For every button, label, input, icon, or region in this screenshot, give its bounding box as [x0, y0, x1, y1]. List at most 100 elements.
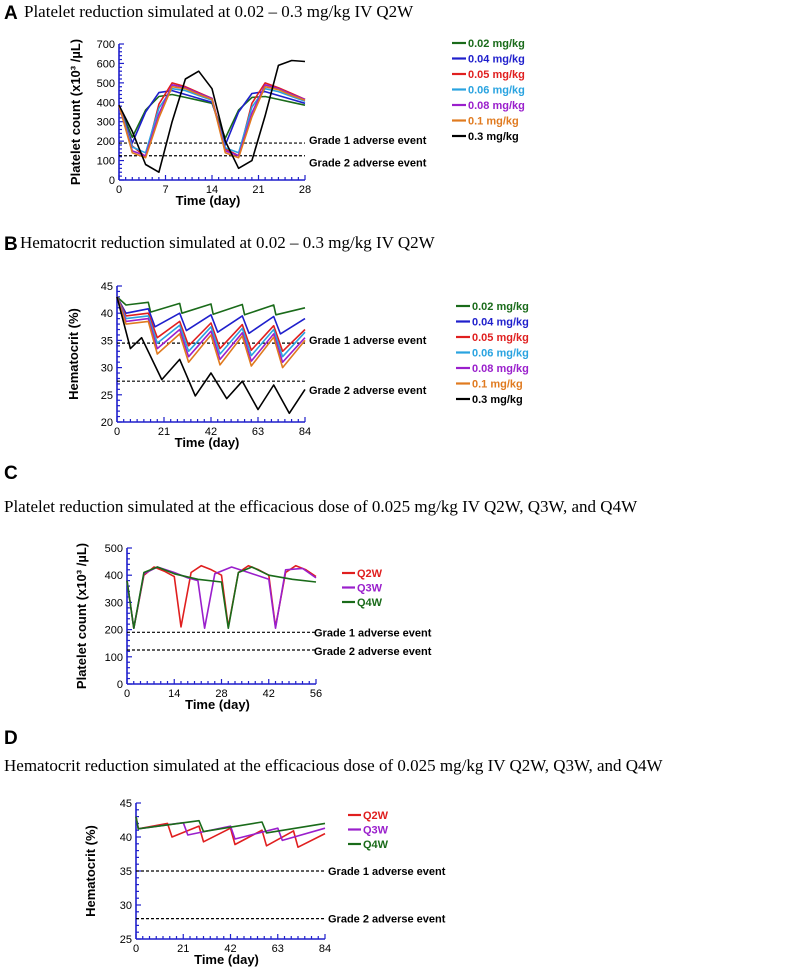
- x-tick-label: 42: [224, 943, 236, 955]
- legend-label: Q2W: [363, 810, 389, 822]
- y-tick-label: 45: [101, 281, 113, 293]
- panel-title: Platelet reduction simulated at the effi…: [4, 497, 638, 516]
- ref-label-grade-2: Grade 2 adverse event: [309, 158, 427, 170]
- y-tick-label: 20: [101, 417, 113, 429]
- x-axis-label: Time (day): [185, 697, 250, 712]
- series-line-0-1-mg-kg: [118, 85, 306, 159]
- series-line-0-3-mg-kg: [116, 296, 306, 415]
- series-line-0-02-mg-kg: [116, 296, 306, 316]
- ref-label-grade-2: Grade 2 adverse event: [314, 646, 432, 658]
- x-tick-label: 0: [133, 943, 139, 955]
- legend-label: 0.02 mg/kg: [468, 38, 525, 50]
- x-tick-label: 21: [158, 426, 170, 438]
- legend-label: 0.05 mg/kg: [468, 69, 525, 81]
- series-line-0-1-mg-kg: [116, 296, 306, 369]
- legend-label: 0.05 mg/kg: [472, 332, 529, 344]
- x-tick-label: 21: [177, 943, 189, 955]
- x-tick-label: 28: [299, 184, 311, 196]
- series-line-0-08-mg-kg: [116, 296, 306, 364]
- x-axis-label: Time (day): [194, 952, 259, 967]
- panel-d: D Hematocrit reduction simulated at the e…: [4, 728, 664, 967]
- legend-label: 0.06 mg/kg: [472, 348, 529, 360]
- legend-label: 0.3 mg/kg: [468, 131, 519, 143]
- panel-a: A Platelet reduction simulated at 0.02 – …: [4, 2, 525, 208]
- y-tick-label: 400: [97, 97, 115, 109]
- series-line-0-05-mg-kg: [116, 296, 306, 353]
- x-tick-label: 14: [206, 184, 218, 196]
- x-tick-label: 21: [252, 184, 264, 196]
- y-tick-label: 30: [101, 363, 113, 375]
- y-tick-label: 40: [101, 308, 113, 320]
- ref-label-grade-2: Grade 2 adverse event: [309, 385, 427, 397]
- series-line-0-3-mg-kg: [118, 59, 306, 173]
- y-axis-label: Hematocrit (%): [66, 308, 81, 400]
- y-tick-label: 0: [109, 175, 115, 187]
- y-tick-label: 25: [120, 934, 132, 946]
- x-tick-label: 42: [263, 688, 275, 700]
- ref-label-grade-1: Grade 1 adverse event: [309, 335, 427, 347]
- legend-label: Q4W: [357, 597, 383, 609]
- legend-label: 0.1 mg/kg: [472, 379, 523, 391]
- panel-letter: C: [4, 463, 18, 484]
- panel-letter: D: [4, 728, 18, 749]
- x-tick-label: 14: [168, 688, 180, 700]
- legend-label: 0.04 mg/kg: [472, 317, 529, 329]
- x-tick-label: 0: [116, 184, 122, 196]
- y-tick-label: 100: [97, 156, 115, 168]
- panel-title: Hematocrit reduction simulated at 0.02 –…: [20, 233, 436, 252]
- ref-label-grade-2: Grade 2 adverse event: [328, 914, 446, 926]
- x-axis-label: Time (day): [176, 193, 241, 208]
- legend-label: Q2W: [357, 568, 383, 580]
- series-line-q4w: [126, 566, 317, 630]
- legend-label: 0.08 mg/kg: [472, 363, 529, 375]
- series-line-0-06-mg-kg: [116, 296, 306, 358]
- legend-label: Q4W: [363, 839, 389, 851]
- y-tick-label: 35: [101, 335, 113, 347]
- x-tick-label: 7: [162, 184, 168, 196]
- ref-label-grade-1: Grade 1 adverse event: [328, 866, 446, 878]
- y-axis-label: Platelet count (x10³ /µL): [74, 543, 89, 689]
- y-tick-label: 600: [97, 58, 115, 70]
- y-tick-label: 45: [120, 798, 132, 810]
- x-tick-label: 56: [310, 688, 322, 700]
- y-tick-label: 700: [97, 39, 115, 51]
- y-tick-label: 300: [97, 117, 115, 129]
- legend-label: 0.3 mg/kg: [472, 394, 523, 406]
- legend-label: Q3W: [357, 583, 383, 595]
- panel-letter: B: [4, 234, 18, 255]
- legend-label: Q3W: [363, 825, 389, 837]
- y-tick-label: 200: [105, 625, 123, 637]
- series-line-0-04-mg-kg: [116, 296, 306, 335]
- panel-title: Hematocrit reduction simulated at the ef…: [4, 756, 664, 775]
- panel-title: Platelet reduction simulated at 0.02 – 0…: [24, 2, 414, 21]
- legend-label: 0.06 mg/kg: [468, 85, 525, 97]
- legend-label: 0.08 mg/kg: [468, 100, 525, 112]
- series-line-q4w: [135, 816, 326, 834]
- panel-letter: A: [4, 3, 18, 24]
- x-tick-label: 0: [114, 426, 120, 438]
- x-axis-label: Time (day): [175, 435, 240, 450]
- series-line-q2w: [126, 564, 317, 630]
- y-tick-label: 200: [97, 136, 115, 148]
- y-tick-label: 300: [105, 597, 123, 609]
- y-tick-label: 40: [120, 832, 132, 844]
- x-tick-label: 84: [319, 943, 331, 955]
- panel-b: B Hematocrit reduction simulated at 0.02 …: [4, 233, 529, 450]
- y-tick-label: 0: [117, 679, 123, 691]
- x-tick-label: 63: [252, 426, 264, 438]
- x-tick-label: 63: [272, 943, 284, 955]
- series-line-0-08-mg-kg: [118, 84, 306, 157]
- y-tick-label: 500: [105, 543, 123, 555]
- y-axis-label: Hematocrit (%): [83, 825, 98, 917]
- legend-label: 0.02 mg/kg: [472, 301, 529, 313]
- x-tick-label: 42: [205, 426, 217, 438]
- legend-label: 0.04 mg/kg: [468, 54, 525, 66]
- y-tick-label: 500: [97, 78, 115, 90]
- y-tick-label: 35: [120, 866, 132, 878]
- ref-label-grade-1: Grade 1 adverse event: [314, 627, 432, 639]
- legend-label: 0.1 mg/kg: [468, 116, 519, 128]
- y-tick-label: 100: [105, 652, 123, 664]
- x-tick-label: 84: [299, 426, 311, 438]
- ref-label-grade-1: Grade 1 adverse event: [309, 135, 427, 147]
